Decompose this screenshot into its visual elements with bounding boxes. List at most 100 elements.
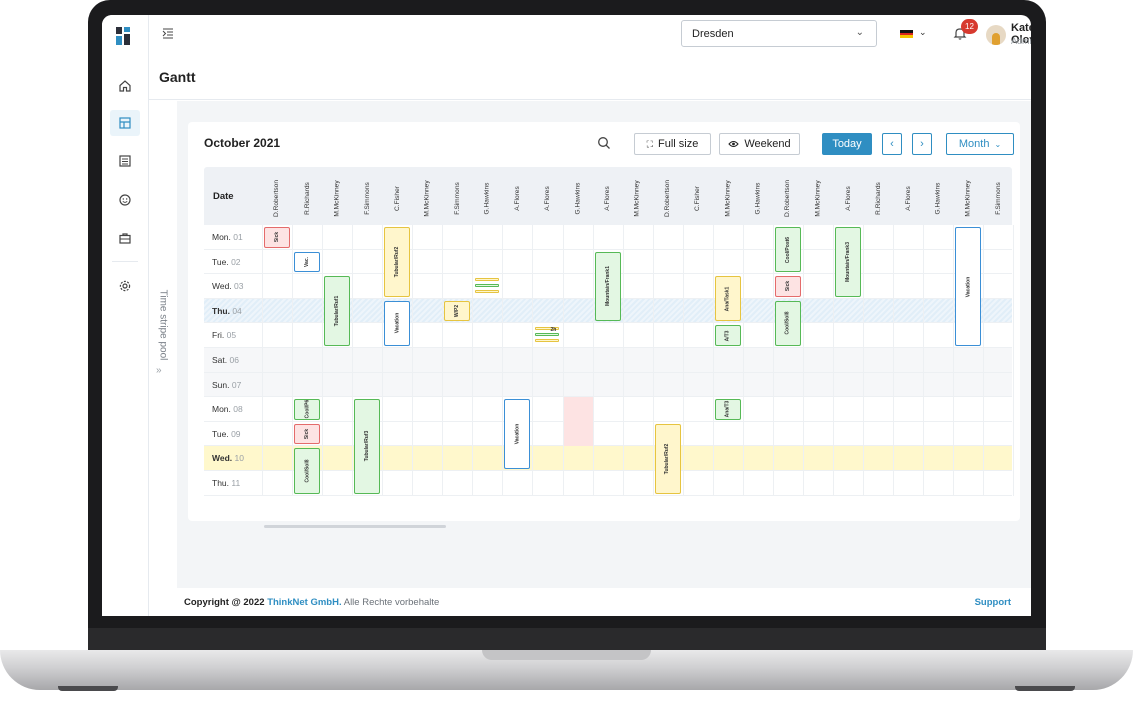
column-header[interactable]: M.McKinney — [333, 179, 341, 217]
gantt-icon[interactable] — [110, 110, 140, 136]
highlighted-cell[interactable] — [563, 397, 593, 447]
time-stripe[interactable] — [475, 278, 500, 282]
time-stripe-pool[interactable] — [149, 101, 177, 588]
grid-line — [442, 225, 444, 496]
row-date-label: Tue. 02 — [212, 256, 241, 267]
column-header[interactable]: M.McKinney — [814, 179, 822, 217]
gantt-bar[interactable]: Cool/P6 — [294, 399, 321, 420]
column-header[interactable]: G.Hawkins — [934, 182, 942, 214]
grid-line — [592, 225, 594, 496]
column-header[interactable]: A.Flores — [513, 185, 521, 211]
column-header[interactable]: A.Flores — [543, 185, 551, 211]
gantt-header — [204, 167, 1012, 225]
column-header[interactable]: M.McKinney — [964, 179, 972, 217]
gear-icon[interactable] — [110, 273, 140, 299]
search-icon[interactable] — [597, 136, 611, 150]
time-stripe[interactable] — [535, 333, 560, 337]
gantt-bar[interactable]: Vacation — [384, 300, 411, 346]
column-header[interactable]: A.Flores — [604, 185, 612, 211]
next-button[interactable]: › — [912, 133, 932, 155]
gantt-bar[interactable]: Tubular/Ruf1 — [324, 276, 351, 346]
column-header[interactable]: D.Robertson — [784, 179, 792, 217]
user-name[interactable]: Kate Olov — [1011, 22, 1031, 46]
view-select[interactable]: Month ⌄ — [946, 133, 1014, 155]
column-header[interactable]: G.Hawkins — [754, 182, 762, 214]
top-bar: Dresden ⌄ ⌄ 12 Kate Olov Admin — [149, 15, 1031, 55]
column-header[interactable]: M.McKinney — [724, 179, 732, 217]
column-header[interactable]: D.Robertson — [273, 179, 281, 217]
weekend-button[interactable]: Weekend — [719, 133, 800, 155]
gantt-bar[interactable]: Tubular/Ruf2 — [384, 227, 411, 297]
gantt-bar[interactable]: Mountain/Frank3 — [834, 227, 861, 297]
time-stripe-pool-label[interactable]: Time stripe pool — [157, 289, 169, 361]
gantt-bar[interactable]: Vacation — [504, 399, 531, 469]
row-date-label: Thu. 04 — [212, 305, 242, 316]
prev-button[interactable]: ‹ — [882, 133, 902, 155]
column-header[interactable]: G.Hawkins — [574, 182, 582, 214]
gantt-bar[interactable]: Cool/Sol8 — [294, 448, 321, 494]
gantt-bar[interactable]: Sick — [294, 423, 321, 445]
view-select-value: Month — [958, 138, 990, 150]
gantt-bar[interactable]: Cool/Post6 — [774, 227, 801, 273]
expand-pool-icon[interactable]: » — [156, 365, 162, 376]
gantt-row: Sat. 06 — [204, 348, 1012, 373]
list-icon[interactable] — [110, 148, 140, 174]
column-header[interactable]: A.Flores — [844, 185, 852, 211]
home-icon[interactable] — [110, 73, 140, 99]
collapse-menu-icon[interactable] — [162, 26, 174, 39]
row-date-label: Mon. 08 — [212, 404, 243, 415]
gantt-bar[interactable]: Cool/Sol8 — [774, 300, 801, 346]
gantt-bar[interactable]: Tubular/Ruf3 — [354, 399, 381, 494]
time-stripe[interactable] — [535, 327, 560, 331]
grid-line — [802, 225, 804, 496]
gantt-bar[interactable]: A/T3 — [714, 325, 741, 346]
time-stripe[interactable] — [475, 290, 500, 294]
full-size-button[interactable]: ⛶ Full size — [634, 133, 711, 155]
column-header[interactable]: F.Simmons — [994, 181, 1002, 215]
city-select[interactable]: Dresden ⌄ — [681, 20, 877, 47]
today-button[interactable]: Today — [822, 133, 872, 155]
column-header[interactable]: C.Fisher — [694, 185, 702, 211]
gantt-bar[interactable]: W/P2 — [444, 300, 471, 322]
grid-line — [682, 225, 684, 496]
gantt-bar[interactable]: Sick — [264, 227, 291, 248]
briefcase-icon[interactable] — [110, 225, 140, 251]
german-flag-icon[interactable] — [900, 30, 913, 38]
column-header[interactable]: M.McKinney — [423, 179, 431, 217]
app-logo-icon[interactable] — [116, 27, 132, 45]
column-header[interactable]: D.Robertson — [664, 179, 672, 217]
gantt-bar[interactable]: Mountain/Frank1 — [594, 251, 621, 322]
column-header[interactable]: F.Simmons — [453, 181, 461, 215]
column-header[interactable]: R.Richards — [874, 181, 882, 215]
gantt-bar[interactable]: Vacation — [955, 227, 982, 346]
gantt-row: Fri. 05 — [204, 323, 1012, 348]
smiley-icon[interactable] — [110, 187, 140, 213]
language-chevron-icon[interactable]: ⌄ — [919, 27, 927, 37]
grid-line — [712, 225, 714, 496]
time-stripe[interactable] — [535, 339, 560, 343]
support-link[interactable]: Support — [974, 597, 1011, 608]
time-stripe[interactable] — [475, 284, 500, 288]
gantt-bar[interactable]: Ana/Task1 — [714, 276, 741, 322]
column-header[interactable]: F.Simmons — [363, 181, 371, 215]
grid-line — [472, 225, 474, 496]
gantt-bar[interactable]: Tubular/Ruf2 — [654, 423, 681, 494]
horizontal-scrollbar[interactable] — [264, 525, 446, 528]
column-header[interactable]: A.Flores — [904, 185, 912, 211]
copyright: Copyright @ 2022 ThinkNet GmbH. Alle Rec… — [184, 597, 439, 608]
column-header[interactable]: C.Fisher — [393, 185, 401, 211]
grid-line — [832, 225, 834, 496]
company-link[interactable]: ThinkNet GmbH. — [267, 597, 342, 608]
column-header[interactable]: G.Hawkins — [483, 182, 491, 214]
gantt-bar[interactable]: Vac. — [294, 251, 321, 273]
gantt-row: Sun. 07 — [204, 372, 1012, 398]
column-header[interactable]: R.Richards — [303, 181, 311, 215]
avatar[interactable] — [986, 25, 1006, 45]
laptop-hinge — [88, 628, 1046, 652]
grid-line — [322, 225, 324, 496]
gantt-bar[interactable]: Sick — [774, 276, 801, 297]
sidebar-divider — [112, 261, 138, 262]
gantt-bar[interactable]: Ana/T3 — [714, 399, 741, 420]
column-header[interactable]: M.McKinney — [634, 179, 642, 217]
